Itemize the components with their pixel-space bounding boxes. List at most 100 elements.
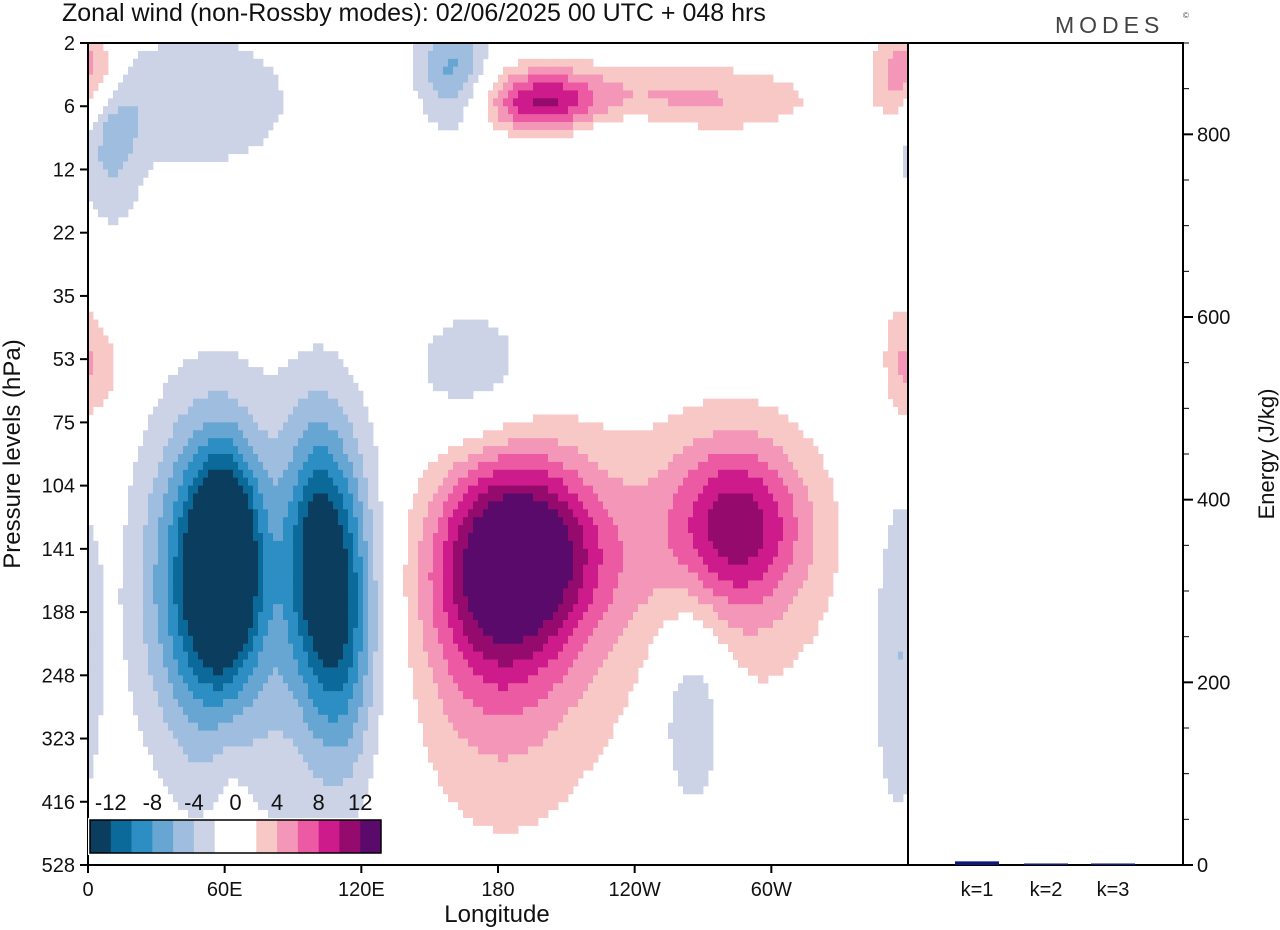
heatmap-cell: [623, 430, 629, 439]
heatmap-cell: [243, 548, 249, 558]
heatmap-cell: [123, 122, 129, 131]
heatmap-cell: [373, 588, 379, 597]
heatmap-cell: [178, 493, 184, 502]
heatmap-cell: [493, 580, 499, 589]
heatmap-cell: [348, 572, 354, 581]
heatmap-cell: [248, 430, 254, 439]
heatmap-cell: [213, 533, 219, 542]
heatmap-cell: [173, 137, 179, 147]
heatmap-cell: [238, 382, 244, 392]
heatmap-cell: [448, 477, 454, 487]
heatmap-cell: [168, 406, 174, 415]
heatmap-cell: [198, 374, 204, 384]
heatmap-cell: [718, 414, 724, 423]
heatmap-cell: [298, 485, 304, 494]
heatmap-cell: [353, 446, 359, 455]
heatmap-cell: [298, 422, 304, 431]
heatmap-cell: [893, 525, 899, 534]
heatmap-cell: [818, 548, 824, 558]
heatmap-cell: [328, 367, 334, 376]
heatmap-cell: [223, 517, 229, 526]
heatmap-cell: [213, 58, 219, 68]
heatmap-cell: [283, 572, 289, 581]
heatmap-cell: [513, 604, 519, 613]
heatmap-cell: [243, 446, 249, 455]
heatmap-cell: [213, 572, 219, 581]
heatmap-cell: [138, 66, 144, 76]
heatmap-cell: [518, 430, 524, 439]
heatmap-cell: [898, 588, 904, 597]
heatmap-cell: [648, 430, 654, 439]
heatmap-cell: [443, 596, 449, 605]
heatmap-cell: [193, 382, 199, 392]
heatmap-cell: [233, 469, 239, 479]
heatmap-cell: [483, 596, 489, 605]
heatmap-cell: [763, 596, 769, 605]
heatmap-cell: [143, 454, 149, 463]
heatmap-cell: [553, 580, 559, 589]
heatmap-cell: [353, 548, 359, 558]
heatmap-cell: [218, 493, 224, 502]
heatmap-cell: [483, 469, 489, 479]
heatmap-cell: [598, 438, 604, 447]
heatmap-cell: [268, 74, 274, 83]
heatmap-cell: [533, 564, 539, 573]
heatmap-cell: [753, 533, 759, 542]
heatmap-cell: [123, 556, 129, 566]
heatmap-cell: [623, 454, 629, 463]
heatmap-cell: [243, 382, 249, 392]
heatmap-cell: [528, 469, 534, 479]
heatmap-cell: [663, 438, 669, 447]
heatmap-cell: [618, 469, 624, 479]
heatmap-cell: [433, 90, 439, 99]
heatmap-cell: [233, 525, 239, 534]
heatmap-cell: [493, 540, 499, 550]
heatmap-cell: [248, 406, 254, 415]
heatmap-cell: [478, 493, 484, 502]
heatmap-cell: [753, 564, 759, 573]
heatmap-cell: [328, 359, 334, 368]
heatmap-cell: [558, 556, 564, 566]
heatmap-cell: [98, 572, 104, 581]
heatmap-cell: [348, 461, 354, 471]
heatmap-cell: [158, 461, 164, 471]
heatmap-cell: [328, 596, 334, 605]
heatmap-cell: [428, 525, 434, 534]
heatmap-cell: [148, 469, 154, 479]
heatmap-cell: [288, 367, 294, 376]
heatmap-cell: [223, 525, 229, 534]
heatmap-cell: [773, 588, 779, 597]
heatmap-cell: [118, 90, 124, 99]
heatmap-cell: [513, 66, 519, 76]
heatmap-cell: [223, 390, 229, 400]
heatmap-cell: [763, 446, 769, 455]
heatmap-cell: [763, 501, 769, 510]
heatmap-cell: [748, 580, 754, 589]
heatmap-cell: [463, 359, 469, 368]
heatmap-cell: [773, 82, 779, 91]
heatmap-cell: [148, 82, 154, 91]
heatmap-cell: [523, 485, 529, 494]
heatmap-cell: [223, 114, 229, 123]
heatmap-cell: [308, 367, 314, 376]
heatmap-cell: [208, 43, 214, 52]
heatmap-cell: [643, 66, 649, 76]
heatmap-cell: [413, 596, 419, 605]
heatmap-cell: [683, 422, 689, 431]
heatmap-cell: [258, 517, 264, 526]
heatmap-cell: [493, 564, 499, 573]
heatmap-cell: [578, 596, 584, 605]
heatmap-cell: [413, 572, 419, 581]
heatmap-cell: [368, 438, 374, 447]
heatmap-cell: [133, 129, 139, 139]
heatmap-cell: [518, 461, 524, 471]
heatmap-cell: [738, 122, 744, 131]
heatmap-cell: [498, 114, 504, 123]
heatmap-cell: [263, 438, 269, 447]
heatmap-cell: [133, 580, 139, 589]
heatmap-cell: [313, 398, 319, 407]
heatmap-cell: [258, 430, 264, 439]
heatmap-cell: [698, 540, 704, 550]
heatmap-cell: [793, 461, 799, 471]
heatmap-cell: [223, 122, 229, 131]
